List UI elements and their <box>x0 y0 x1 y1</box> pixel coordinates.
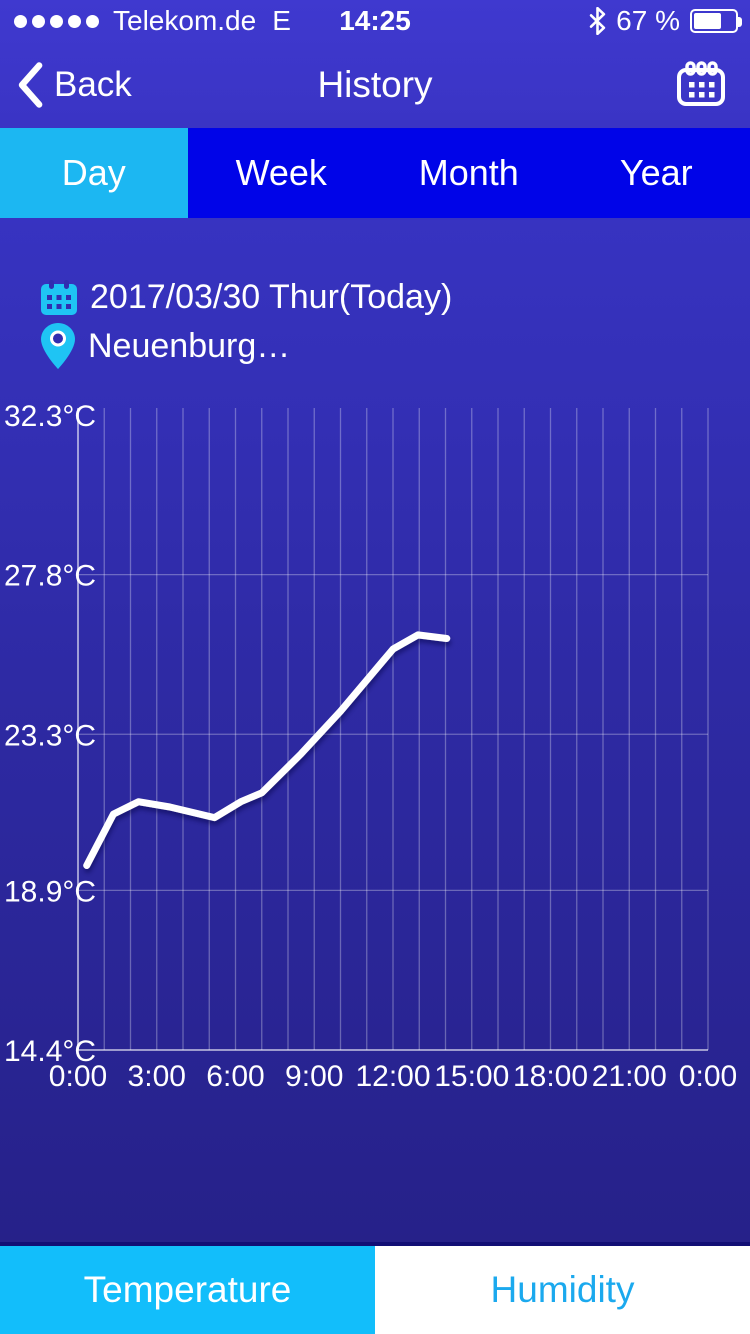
back-button[interactable]: Back <box>16 42 132 128</box>
battery-icon <box>690 9 742 33</box>
status-bar: Telekom.de E 14:25 67 % <box>0 0 750 42</box>
bluetooth-icon <box>589 7 606 35</box>
content-panel: 2017/03/30 Thur(Today) Neuenburg… <box>0 218 750 1242</box>
signal-dot <box>68 14 81 28</box>
signal-dot <box>14 14 27 28</box>
battery-fill <box>694 13 721 29</box>
calendar-button[interactable] <box>672 56 730 114</box>
status-left: Telekom.de E <box>14 0 291 42</box>
status-right: 67 % <box>589 0 742 42</box>
page-title: History <box>317 64 433 105</box>
signal-dot <box>32 14 45 28</box>
period-tab-week[interactable]: Week <box>235 152 327 193</box>
bottom-divider <box>0 1242 750 1246</box>
date-calendar-icon <box>41 279 77 315</box>
location-row: Neuenburg… <box>40 322 290 370</box>
location-label: Neuenburg… <box>88 326 291 365</box>
signal-strength-icon <box>14 14 99 28</box>
clock-label: 14:25 <box>339 5 411 36</box>
date-label: 2017/03/30 Thur(Today) <box>90 278 453 316</box>
date-row: 2017/03/30 Thur(Today) <box>40 278 452 317</box>
nav-bar: Back History <box>0 42 750 128</box>
network-type-label: E <box>272 5 291 36</box>
period-tab-day[interactable]: Day <box>0 128 188 218</box>
period-tab-year[interactable]: Year <box>619 152 693 193</box>
location-pin-icon <box>41 323 75 369</box>
back-chevron-icon <box>18 62 43 108</box>
back-label: Back <box>54 65 132 104</box>
bottom-tab-humidity[interactable]: Humidity <box>375 1246 750 1334</box>
top-chrome: Telekom.de E 14:25 67 % Back <box>0 0 750 128</box>
battery-nub <box>738 17 742 27</box>
period-tabs: Day Week Month Year <box>0 128 750 218</box>
bottom-tabs: Temperature Humidity <box>0 1246 750 1334</box>
signal-dot <box>50 14 63 28</box>
battery-percent-label: 67 % <box>616 5 680 36</box>
carrier-label: Telekom.de <box>113 5 257 36</box>
calendar-icon <box>677 61 725 106</box>
signal-dot <box>86 14 99 28</box>
period-tab-month[interactable]: Month <box>418 152 519 193</box>
bottom-tab-temperature[interactable]: Temperature <box>0 1246 375 1334</box>
